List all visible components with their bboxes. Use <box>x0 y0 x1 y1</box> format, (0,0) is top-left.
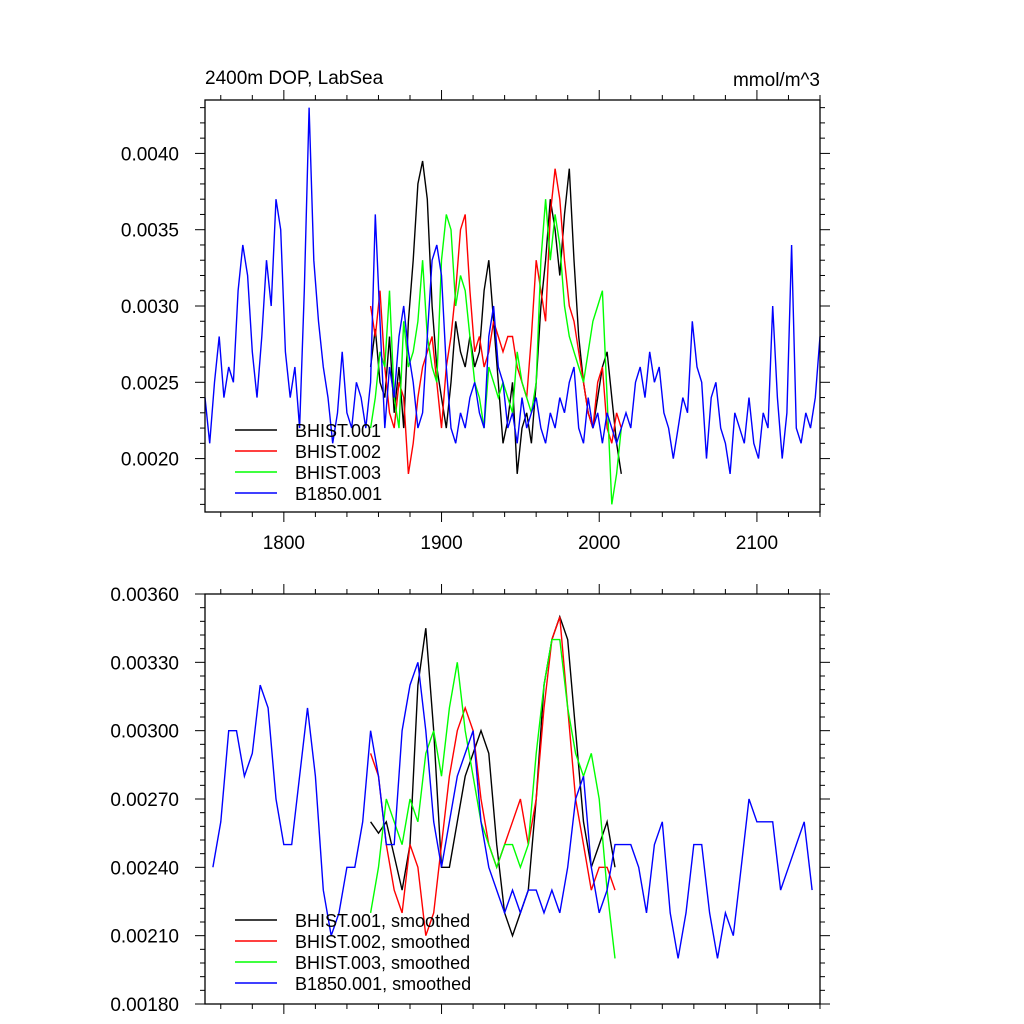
legend-label: BHIST.003, smoothed <box>295 953 470 973</box>
top-panel-units: mmol/m^3 <box>733 70 820 91</box>
series-line-b1850-001-smoothed <box>212 662 813 959</box>
y-tick-label: 0.00360 <box>110 585 179 606</box>
series-line-bhist-001-smoothed <box>370 614 616 938</box>
x-tick-label: 1800 <box>263 533 305 554</box>
legend-label: BHIST.001, smoothed <box>295 911 470 931</box>
bottom-axes-ticks: 0.00180 0.00210 0.00240 0.00270 0.00300 0.003… <box>110 584 830 1016</box>
series-line-bhist-002-smoothed <box>369 616 616 936</box>
series-line-bhist-001 <box>369 160 622 475</box>
bottom-panel: 0.00180 0.00210 0.00240 0.00270 0.00300 0.003… <box>110 584 830 1016</box>
series-line-bhist-003-smoothed <box>369 638 616 959</box>
top-series-group <box>204 107 821 505</box>
y-tick-label: 0.00300 <box>110 722 179 743</box>
legend-label: BHIST.002, smoothed <box>295 932 470 952</box>
x-tick-label: 2100 <box>736 533 778 554</box>
legend-label: B1850.001 <box>295 484 382 504</box>
y-tick-label: 0.0035 <box>121 221 179 242</box>
y-tick-label: 0.0040 <box>121 144 179 165</box>
y-tick-label: 0.00210 <box>110 927 179 948</box>
y-tick-label: 0.0020 <box>121 450 179 471</box>
legend-label: BHIST.003 <box>295 463 381 483</box>
legend-label: BHIST.001 <box>295 421 381 441</box>
legend-label: B1850.001, smoothed <box>295 974 471 994</box>
top-panel-title: 2400m DOP, LabSea <box>205 68 384 89</box>
y-tick-label: 0.00240 <box>110 858 179 879</box>
y-tick-label: 0.0030 <box>121 297 179 318</box>
x-tick-label: 1900 <box>420 533 462 554</box>
y-tick-label: 0.00180 <box>110 995 179 1016</box>
x-tick-label: 2000 <box>578 533 620 554</box>
series-line-bhist-003 <box>369 199 622 505</box>
bottom-series-group <box>212 614 813 959</box>
series-line-b1850-001 <box>204 107 821 475</box>
y-tick-label: 0.00330 <box>110 653 179 674</box>
y-tick-label: 0.00270 <box>110 790 179 811</box>
y-tick-label: 0.0025 <box>121 373 179 394</box>
legend-label: BHIST.002 <box>295 442 381 462</box>
top-axes-ticks: 1800 1900 2000 2100 0.0020 0.0025 0.0030 0.0035… <box>121 90 830 554</box>
top-panel: 2400m DOP, LabSea mmol/m^3 1800 1900 2000 2… <box>121 68 830 554</box>
